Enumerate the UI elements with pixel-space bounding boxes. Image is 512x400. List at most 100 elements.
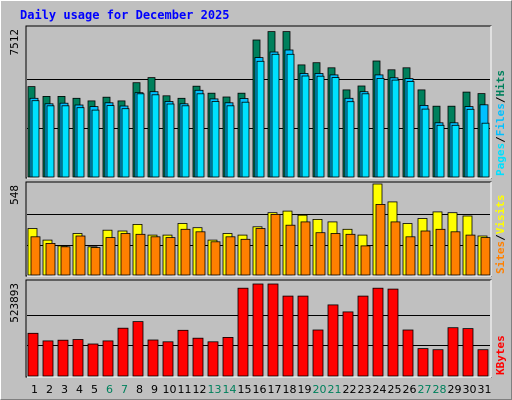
bar-pages-10 [166, 103, 175, 178]
legend-visits-sites: Sites/Visits [494, 195, 507, 275]
bar-pages-15 [241, 101, 250, 178]
bar-kbytes-5 [87, 343, 99, 377]
bar-sites-30 [465, 234, 476, 276]
legend-item-kbytes: KBytes [494, 335, 507, 375]
bar-pages-12 [196, 93, 205, 178]
bar-pages-6 [106, 105, 115, 178]
bar-kbytes-20 [312, 329, 324, 377]
bar-sites-19 [300, 221, 311, 276]
legend-hits-files-pages: Pages/Files/Hits [494, 70, 507, 176]
bar-pages-27 [421, 108, 430, 178]
bar-pages-22 [346, 101, 355, 178]
bar-kbytes-23 [357, 295, 369, 377]
bar-kbytes-10 [162, 341, 174, 377]
bar-sites-8 [135, 233, 146, 276]
x-tick-label: 8 [136, 383, 143, 396]
x-tick-label: 6 [106, 383, 113, 396]
bar-sites-20 [315, 232, 326, 276]
bar-sites-4 [75, 235, 86, 276]
x-tick-label: 7 [121, 383, 128, 396]
legend-separator: / [494, 234, 507, 241]
bar-kbytes-4 [72, 339, 84, 377]
bar-sites-10 [165, 237, 176, 276]
bar-kbytes-7 [117, 327, 129, 377]
bar-kbytes-2 [42, 340, 54, 377]
bar-kbytes-3 [57, 339, 69, 377]
bar-kbytes-24 [372, 287, 384, 377]
x-tick-label: 19 [298, 383, 312, 396]
x-tick-label: 31 [478, 383, 492, 396]
bar-pages-4 [76, 107, 85, 178]
bar-kbytes-26 [402, 329, 414, 377]
x-tick-label: 11 [178, 383, 192, 396]
x-tick-label: 24 [373, 383, 387, 396]
bar-sites-14 [225, 236, 236, 276]
bar-pages-9 [151, 94, 160, 178]
bar-pages-26 [406, 81, 415, 178]
bar-pages-19 [301, 75, 310, 178]
bar-sites-9 [150, 236, 161, 276]
x-tick-label: 15 [238, 383, 252, 396]
bar-pages-21 [331, 77, 340, 178]
x-tick-label: 27 [418, 383, 432, 396]
bar-kbytes-6 [102, 340, 114, 377]
x-tick-label: 21 [328, 383, 342, 396]
bar-kbytes-1 [27, 332, 39, 377]
bar-kbytes-15 [237, 287, 249, 377]
bar-sites-29 [450, 231, 461, 276]
x-tick-label: 13 [208, 383, 222, 396]
x-tick-label: 4 [76, 383, 83, 396]
bar-kbytes-11 [177, 329, 189, 377]
bar-pages-16 [256, 60, 265, 178]
bar-pages-1 [31, 100, 40, 178]
x-tick-label: 22 [343, 383, 357, 396]
legend-item-visits: Visits [494, 195, 507, 235]
bar-pages-30 [466, 108, 475, 178]
x-tick-label: 23 [358, 383, 372, 396]
bar-pages-25 [391, 79, 400, 178]
bar-kbytes-31 [477, 349, 489, 377]
bar-sites-3 [60, 246, 71, 276]
x-tick-label: 1 [31, 383, 38, 396]
bar-pages-23 [361, 93, 370, 178]
bar-sites-31 [480, 237, 491, 276]
bar-kbytes-17 [267, 283, 279, 377]
x-tick-label: 16 [253, 383, 267, 396]
bar-pages-11 [181, 105, 190, 178]
bar-kbytes-21 [327, 304, 339, 377]
bar-sites-6 [105, 237, 116, 276]
bar-kbytes-14 [222, 336, 234, 377]
x-tick-label: 20 [313, 383, 327, 396]
legend-item-files: Files [494, 103, 507, 136]
chart-title: Daily usage for December 2025 [20, 8, 230, 22]
bar-sites-17 [270, 213, 281, 276]
x-tick-label: 3 [61, 383, 68, 396]
bar-sites-13 [210, 241, 221, 276]
bar-pages-14 [226, 105, 235, 178]
bar-sites-12 [195, 231, 206, 276]
x-tick-label: 26 [403, 383, 417, 396]
bar-sites-18 [285, 224, 296, 276]
bar-sites-24 [375, 203, 386, 276]
ymax-label-kbytes: 523893 [8, 283, 21, 323]
x-tick-label: 17 [268, 383, 282, 396]
bar-pages-2 [46, 105, 55, 178]
bar-kbytes-18 [282, 295, 294, 377]
bar-pages-24 [376, 78, 385, 178]
bar-pages-18 [286, 53, 295, 178]
bar-pages-31 [481, 122, 490, 178]
x-tick-label: 18 [283, 383, 297, 396]
legend-separator: / [494, 136, 507, 143]
x-tick-label: 30 [463, 383, 477, 396]
bar-kbytes-13 [207, 341, 219, 377]
bar-sites-26 [405, 236, 416, 276]
bar-kbytes-8 [132, 321, 144, 377]
bar-sites-23 [360, 245, 371, 276]
bar-sites-22 [345, 233, 356, 276]
bar-pages-7 [121, 108, 130, 178]
bar-pages-8 [136, 93, 145, 178]
bar-kbytes-30 [462, 328, 474, 377]
legend-separator: / [494, 96, 507, 103]
bar-pages-28 [436, 124, 445, 178]
ymax-label-visits-sites: 548 [8, 185, 21, 205]
